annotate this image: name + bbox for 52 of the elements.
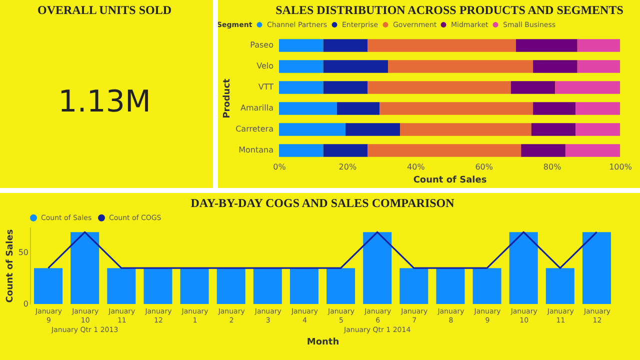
bar — [279, 144, 324, 157]
bar — [323, 60, 388, 73]
x-tick-label: 40% — [407, 162, 426, 172]
x-tick-label: 100% — [609, 162, 632, 172]
bar — [531, 123, 576, 136]
bar — [533, 102, 576, 115]
bar — [323, 144, 368, 157]
bar — [380, 102, 534, 115]
bar — [279, 60, 324, 73]
y-axis-title: Product — [222, 78, 233, 118]
x-axis-title: Month — [306, 338, 340, 348]
y-tick-label: Carretera — [236, 124, 274, 134]
bar — [279, 39, 324, 52]
y-axis-title: Count of Sales — [5, 229, 16, 303]
bar — [576, 123, 620, 136]
bar — [336, 102, 380, 115]
bar — [388, 60, 534, 73]
text: 1.13M — [58, 84, 151, 120]
chart-title: DAY-BY-DAY COGS AND SALES COMPARISON — [190, 196, 455, 210]
bar — [516, 39, 578, 52]
bar — [577, 39, 620, 52]
x-tick-label: 20% — [338, 162, 357, 172]
y-tick-label: 0 — [23, 300, 28, 308]
y-tick-label: Paseo — [250, 40, 274, 50]
y-tick-label: Montana — [238, 146, 274, 154]
x-tick-label: 60% — [475, 162, 494, 172]
y-tick-label: Amarilla — [240, 104, 274, 112]
y-tick-label: VTT — [258, 82, 274, 92]
bar — [368, 144, 522, 157]
x-axis-title: Count of Sales — [413, 176, 487, 186]
bar — [323, 81, 368, 94]
bar — [368, 39, 516, 52]
bar — [533, 60, 578, 73]
x-tick-label: 0% — [273, 162, 286, 172]
bar — [565, 144, 620, 157]
bar — [279, 123, 346, 136]
bar — [400, 123, 532, 136]
y-tick-label: 50 — [18, 248, 28, 258]
bar — [576, 102, 620, 115]
bar — [510, 81, 556, 94]
bar — [345, 123, 400, 136]
bar — [368, 81, 511, 94]
bar — [521, 144, 566, 157]
chart-title: SALES DISTRIBUTION ACROSS PRODUCTS AND SEGMENTS — [276, 3, 624, 17]
bar — [323, 39, 368, 52]
bar — [279, 81, 324, 94]
bar — [555, 81, 620, 94]
bar — [577, 60, 620, 73]
text: OVERALL UNITS SOLD — [37, 3, 172, 17]
y-tick-label: Velo — [256, 62, 274, 70]
bar — [279, 102, 337, 115]
x-tick-label: 80% — [543, 162, 562, 172]
